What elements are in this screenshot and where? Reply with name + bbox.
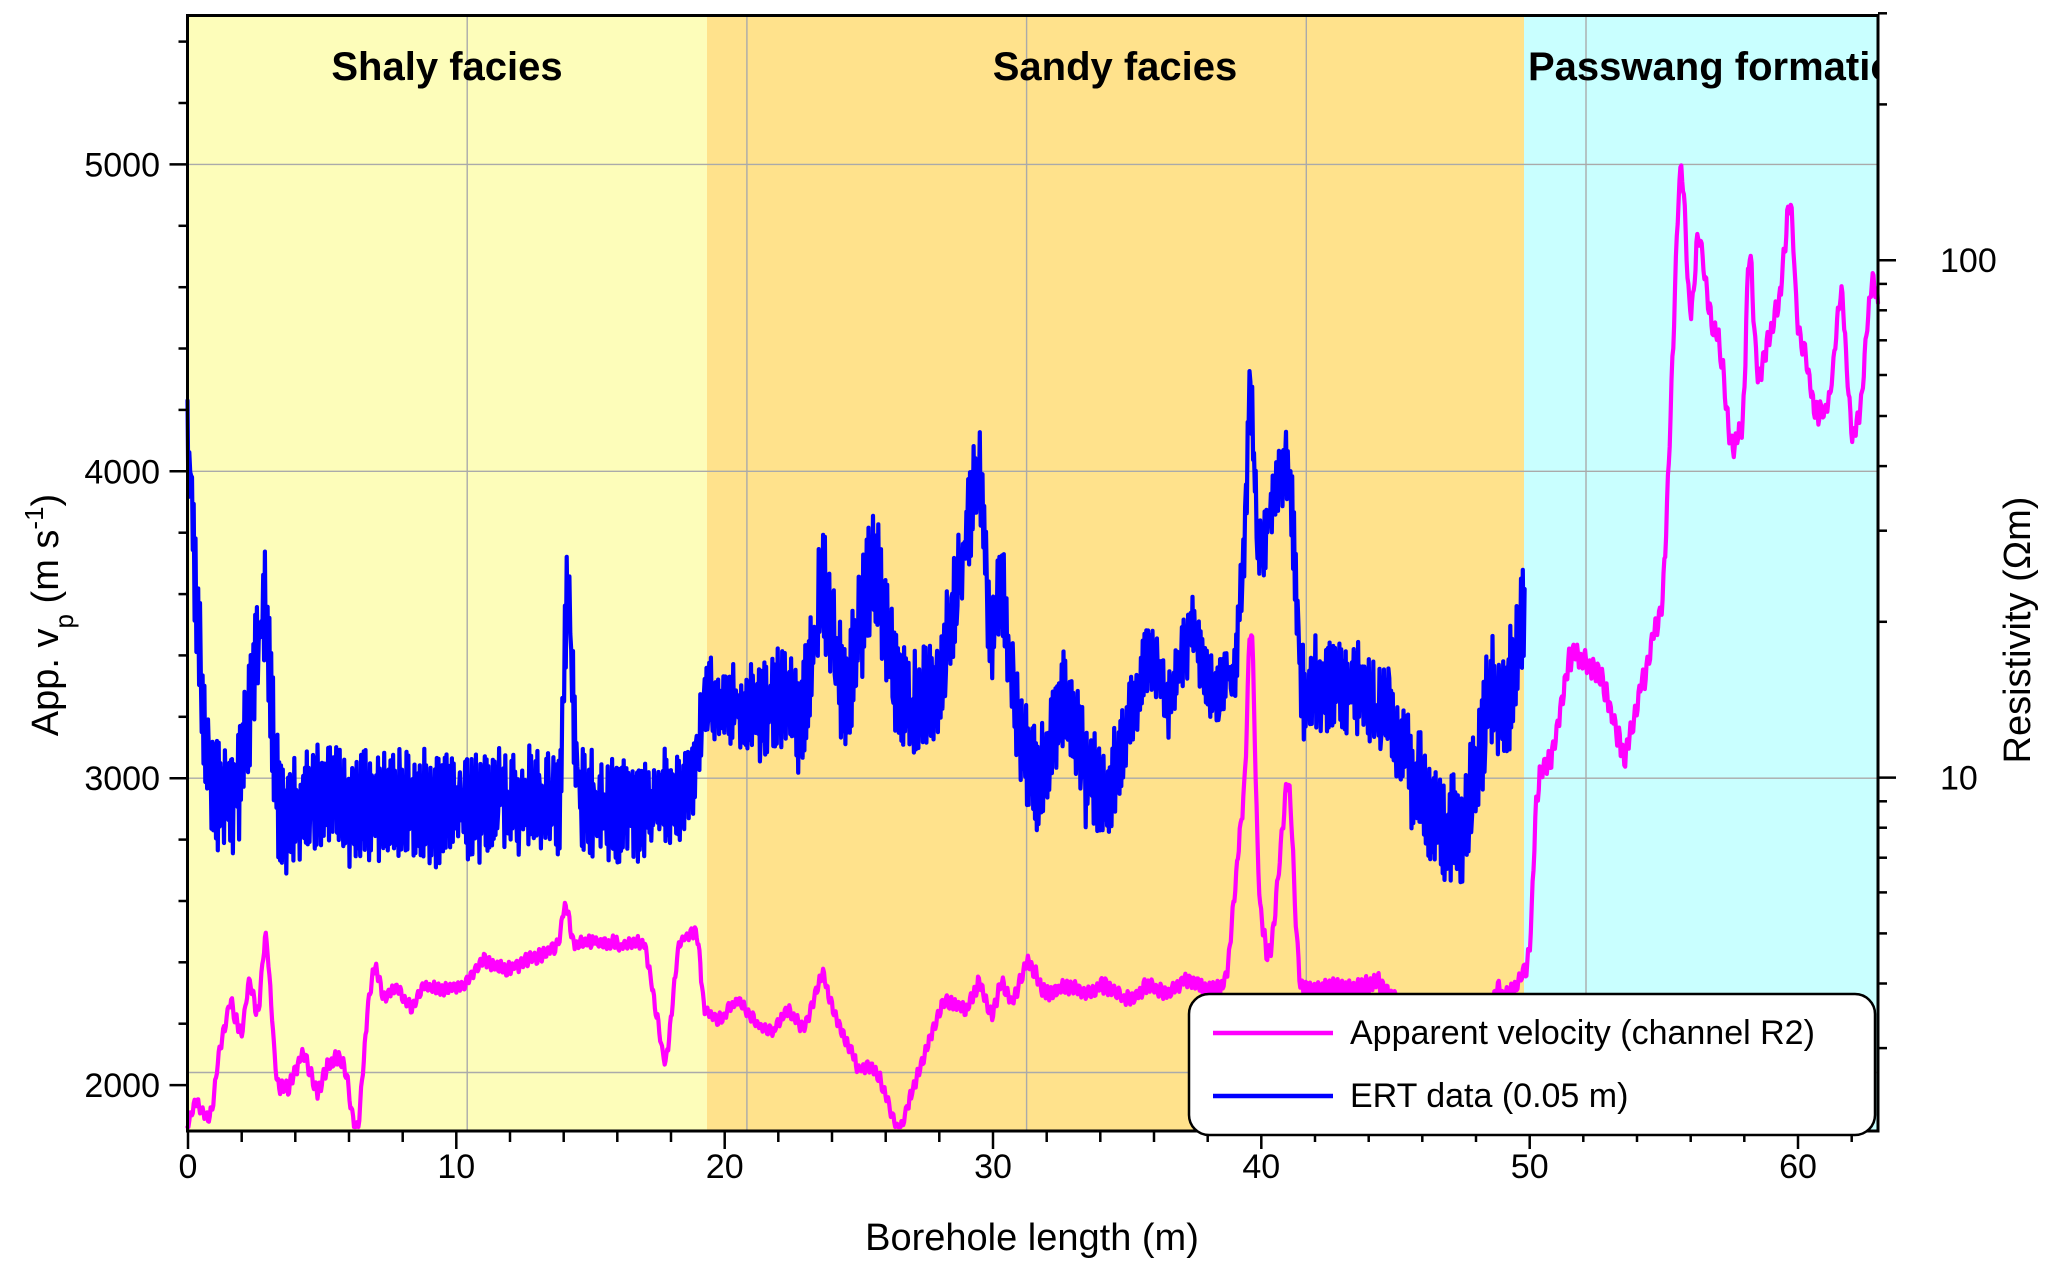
svg-text:4000: 4000 — [84, 453, 160, 491]
svg-text:Sandy facies: Sandy facies — [993, 45, 1238, 89]
svg-text:3000: 3000 — [84, 760, 160, 798]
svg-text:50: 50 — [1511, 1148, 1549, 1186]
svg-text:30: 30 — [974, 1148, 1012, 1186]
svg-text:60: 60 — [1779, 1148, 1817, 1186]
svg-text:ERT data (0.05 m): ERT data (0.05 m) — [1350, 1077, 1628, 1115]
svg-text:5000: 5000 — [84, 146, 160, 184]
svg-text:0: 0 — [179, 1148, 198, 1186]
svg-text:2000: 2000 — [84, 1067, 160, 1105]
svg-text:10: 10 — [437, 1148, 475, 1186]
svg-text:Borehole length (m): Borehole length (m) — [865, 1217, 1199, 1259]
svg-text:Apparent velocity (channel R2): Apparent velocity (channel R2) — [1350, 1014, 1815, 1052]
svg-text:20: 20 — [706, 1148, 744, 1186]
svg-text:Passwang formation: Passwang formation — [1528, 45, 1919, 89]
svg-text:10: 10 — [1940, 760, 1978, 798]
svg-text:Resistivity (Ωm): Resistivity (Ωm) — [1997, 497, 2039, 764]
svg-text:Shaly facies: Shaly facies — [331, 45, 562, 89]
svg-text:40: 40 — [1242, 1148, 1280, 1186]
svg-text:100: 100 — [1940, 242, 1997, 280]
